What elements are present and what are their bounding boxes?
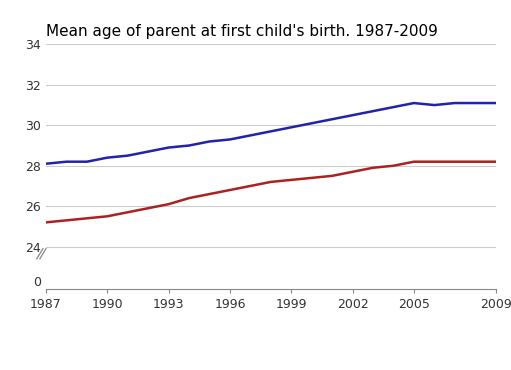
Mother: [166, 202, 172, 206]
Mother: [390, 164, 397, 168]
Mother: [472, 159, 478, 164]
Mother: [370, 165, 376, 170]
Mother: [431, 159, 437, 164]
Mother: [309, 176, 315, 180]
Mother: [145, 206, 151, 211]
Father: [247, 133, 253, 138]
Mother: [84, 216, 90, 221]
Legend: : [243, 318, 254, 329]
Father: [431, 103, 437, 107]
Father: [370, 109, 376, 113]
Mother: [350, 169, 356, 174]
Father: [350, 113, 356, 117]
Father: [206, 139, 213, 144]
Mother: [452, 159, 458, 164]
Father: [472, 101, 478, 105]
Father: [186, 143, 192, 148]
Mother: [186, 196, 192, 200]
Father: [63, 159, 69, 164]
Mother: [247, 184, 253, 188]
Mother: [288, 178, 294, 182]
Father: [227, 137, 233, 142]
Father: [268, 129, 274, 134]
Father: [411, 101, 417, 105]
Text: Mean age of parent at first child's birth. 1987-2009: Mean age of parent at first child's birt…: [46, 24, 438, 39]
Father: [452, 101, 458, 105]
Father: [84, 159, 90, 164]
Mother: [125, 210, 131, 215]
Mother: [63, 218, 69, 223]
Mother: [206, 192, 213, 196]
Father: [43, 161, 49, 166]
Father: [125, 154, 131, 158]
Father: [104, 155, 110, 160]
Mother: [493, 159, 499, 164]
Father: [493, 101, 499, 105]
Father: [309, 121, 315, 125]
Line: Father: Father: [46, 103, 496, 164]
Line: Mother: Mother: [46, 162, 496, 222]
Mother: [268, 180, 274, 184]
Mother: [329, 174, 335, 178]
Mother: [104, 214, 110, 219]
Father: [288, 125, 294, 130]
Mother: [411, 159, 417, 164]
Mother: [227, 188, 233, 192]
Father: [166, 145, 172, 150]
Father: [329, 117, 335, 121]
Father: [145, 149, 151, 154]
Mother: [43, 220, 49, 225]
Father: [390, 105, 397, 109]
